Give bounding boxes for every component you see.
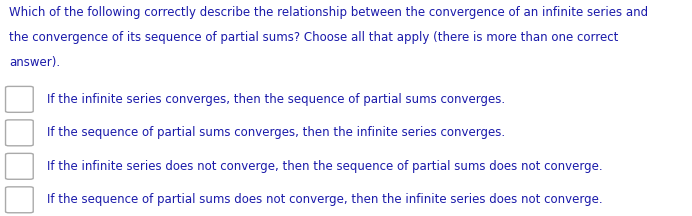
FancyBboxPatch shape — [6, 187, 33, 213]
FancyBboxPatch shape — [6, 153, 33, 179]
Text: answer).: answer). — [9, 56, 60, 69]
Text: If the infinite series does not converge, then the sequence of partial sums does: If the infinite series does not converge… — [47, 160, 603, 173]
Text: If the sequence of partial sums converges, then the infinite series converges.: If the sequence of partial sums converge… — [47, 126, 505, 139]
FancyBboxPatch shape — [6, 120, 33, 146]
Text: If the sequence of partial sums does not converge, then the infinite series does: If the sequence of partial sums does not… — [47, 193, 603, 206]
Text: If the infinite series converges, then the sequence of partial sums converges.: If the infinite series converges, then t… — [47, 93, 505, 106]
Text: Which of the following correctly describe the relationship between the convergen: Which of the following correctly describ… — [9, 6, 648, 19]
FancyBboxPatch shape — [6, 86, 33, 112]
Text: the convergence of its sequence of partial sums? Choose all that apply (there is: the convergence of its sequence of parti… — [9, 31, 619, 44]
